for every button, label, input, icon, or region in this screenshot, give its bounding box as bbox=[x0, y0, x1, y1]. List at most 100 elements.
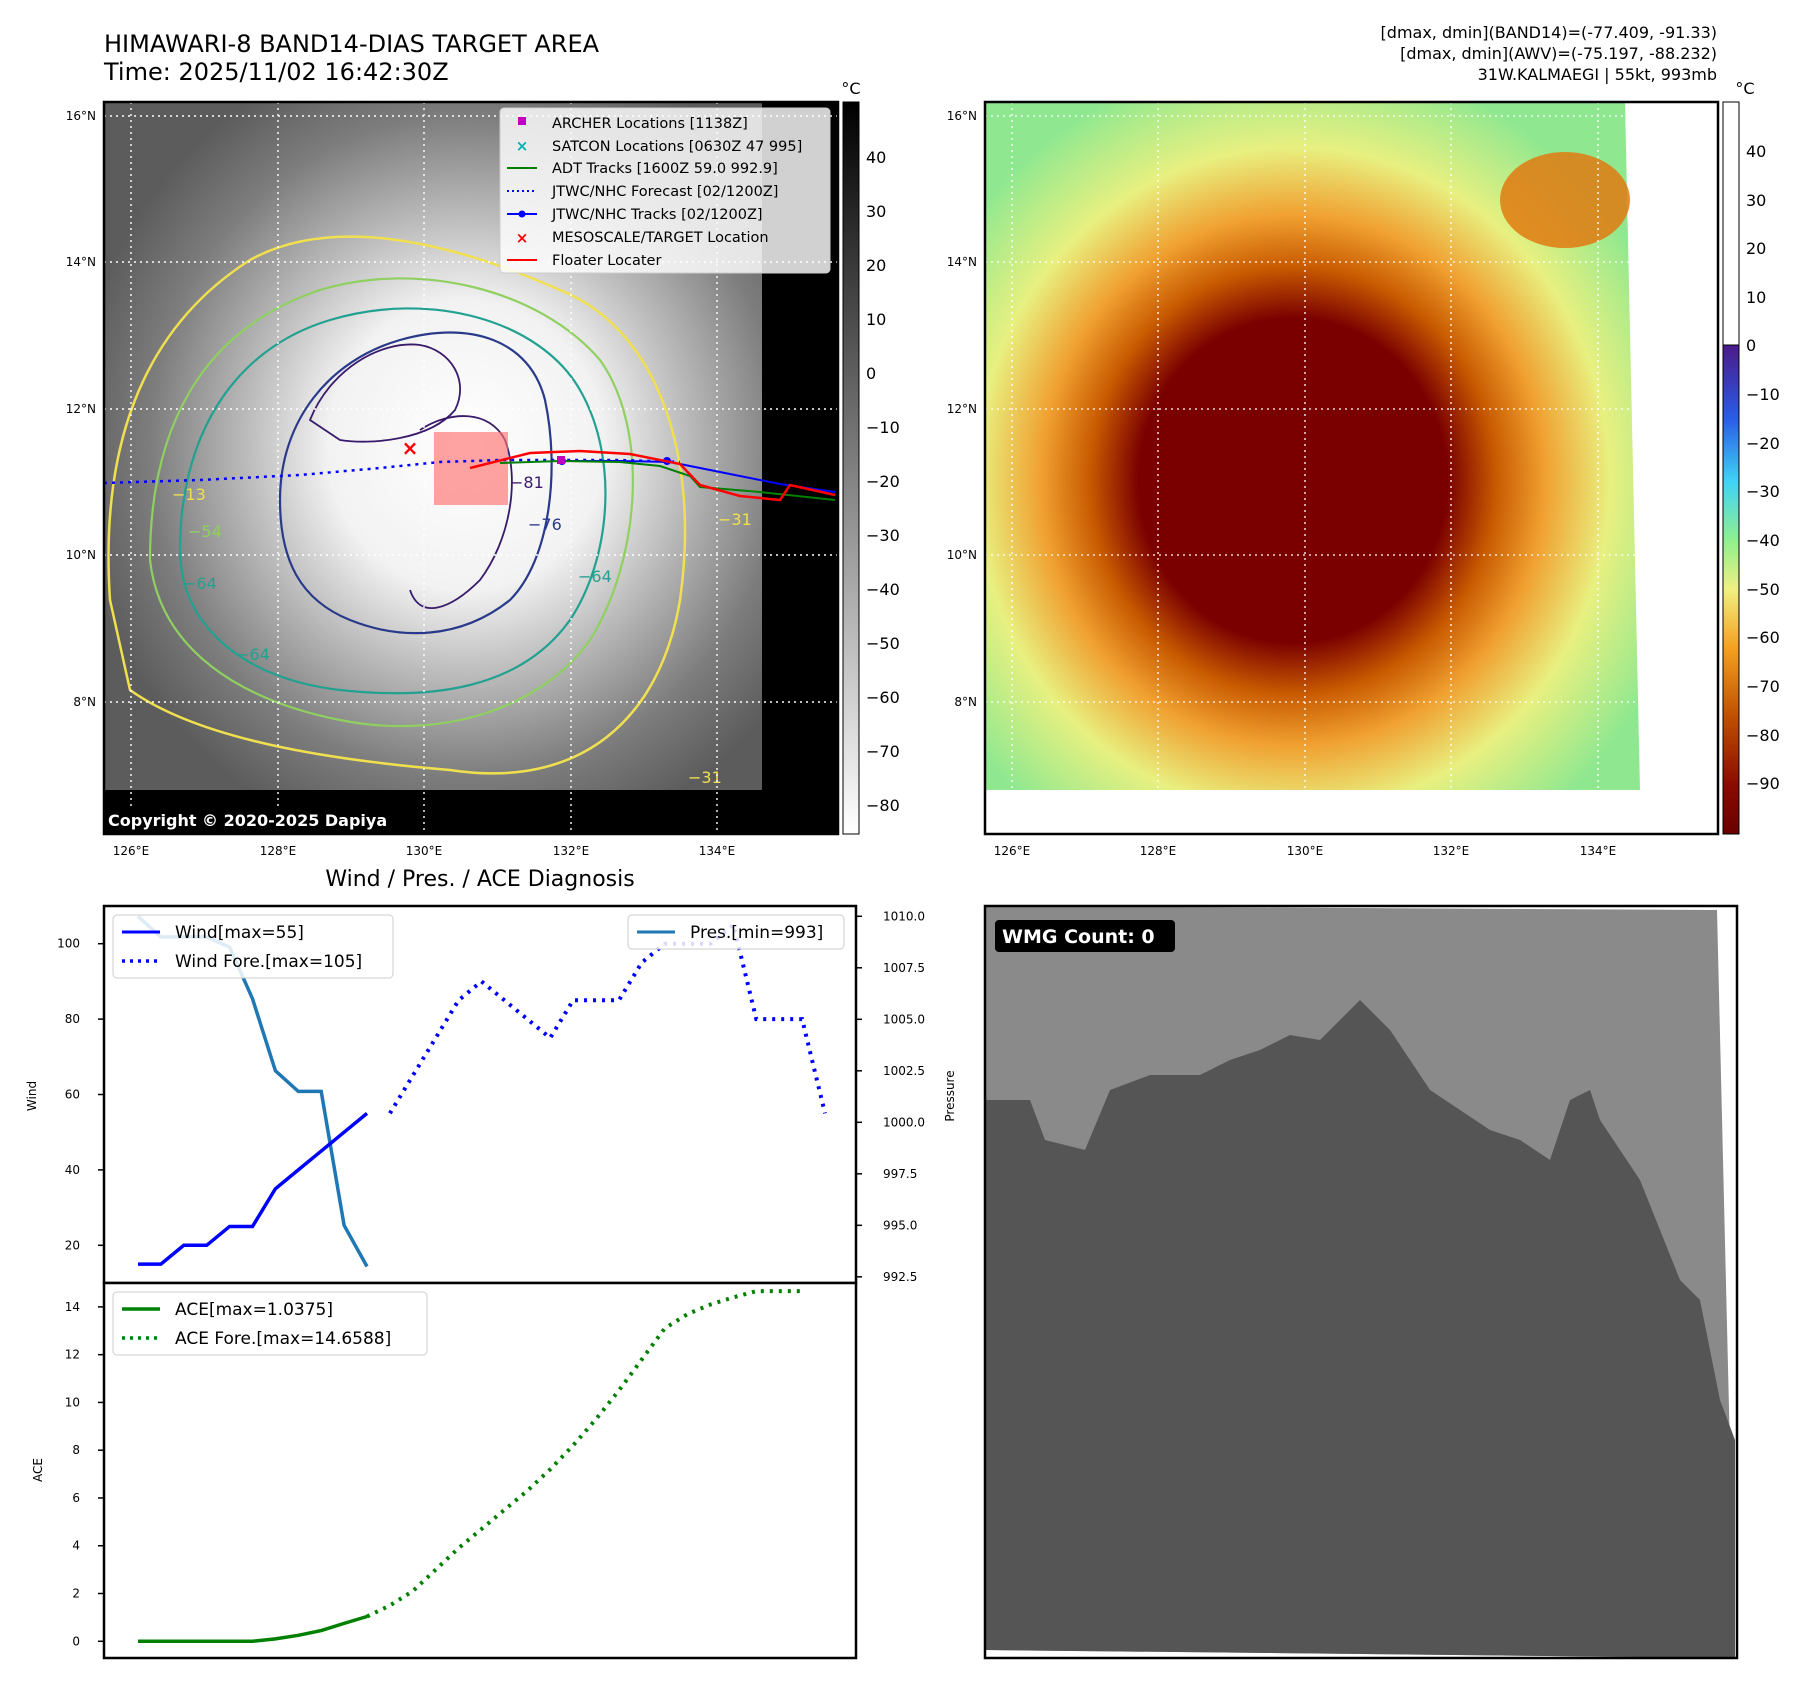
legend-marker-archer bbox=[518, 117, 526, 125]
lat-tick: 12°N bbox=[66, 402, 96, 416]
lon-tick: 132°E bbox=[1433, 844, 1470, 858]
ir-colorbar bbox=[842, 101, 860, 835]
contour-label: −31 bbox=[718, 510, 752, 529]
lon-tick: 128°E bbox=[260, 844, 297, 858]
dmax-band14: [dmax, dmin](BAND14)=(-77.409, -91.33) bbox=[1381, 23, 1717, 42]
awv-cb-tick: 20 bbox=[1746, 239, 1766, 258]
contour-label: −64 bbox=[236, 645, 270, 664]
awv-cb-tick: 10 bbox=[1746, 288, 1766, 307]
lon-tick: 128°E bbox=[1140, 844, 1177, 858]
ir-cb-tick: 0 bbox=[866, 364, 876, 383]
ir-cb-tick: −60 bbox=[866, 688, 900, 707]
wmg-dark-area bbox=[985, 1000, 1735, 1658]
awv-lon-ticks: 126°E 128°E 130°E 132°E 134°E bbox=[994, 844, 1617, 858]
awv-image bbox=[985, 102, 1640, 790]
legend-item-archer: ARCHER Locations [1138Z] bbox=[552, 116, 748, 132]
copyright-text: Copyright © 2020-2025 Dapiya bbox=[108, 811, 387, 830]
legend-item-floater: Floater Locater bbox=[552, 253, 661, 269]
ir-cb-tick: −10 bbox=[866, 418, 900, 437]
mesoscale-target-marker: × bbox=[402, 436, 419, 460]
awv-panel: °C 40 30 20 10 0 −10 −20 −30 −40 −50 −60… bbox=[947, 79, 1780, 858]
lat-tick: 14°N bbox=[947, 255, 977, 269]
legend-item-jtwc-forecast: JTWC/NHC Forecast [02/1200Z] bbox=[551, 184, 778, 200]
wind-ylabel: Wind bbox=[25, 1081, 39, 1111]
pressure-tick-label: 997.5 bbox=[883, 1167, 917, 1181]
ace-ylabel: ACE bbox=[31, 1458, 45, 1482]
contour-minus81b bbox=[409, 415, 513, 609]
legend-marker-jtwc-dot bbox=[518, 210, 526, 218]
diag-title: Wind / Pres. / ACE Diagnosis bbox=[325, 867, 634, 892]
awv-lat-ticks: 16°N 14°N 12°N 10°N 8°N bbox=[947, 109, 977, 709]
wind-line bbox=[138, 1111, 369, 1266]
contour-minus76 bbox=[278, 331, 553, 635]
pressure-tick-label: 1005.0 bbox=[883, 1012, 925, 1026]
legend-wind-fore: Wind Fore.[max=105] bbox=[175, 952, 362, 972]
ace-tick-label: 14 bbox=[65, 1300, 80, 1314]
lon-tick: 130°E bbox=[1287, 844, 1324, 858]
awv-colorbar-ticks: 40 30 20 10 0 −10 −20 −30 −40 −50 −60 −7… bbox=[1746, 142, 1780, 793]
figure-title: HIMAWARI-8 BAND14-DIAS TARGET AREA bbox=[104, 30, 600, 58]
ir-frame bbox=[102, 100, 840, 836]
ace-line bbox=[138, 1614, 368, 1644]
pressure-ticks: 1010.0 1007.5 1005.0 1002.5 1000.0 997.5 995.0… bbox=[856, 909, 925, 1284]
pressure-legend: Pres.[min=993] bbox=[627, 914, 845, 950]
ir-colorbar-unit: °C bbox=[841, 79, 860, 98]
wind-forecast-line bbox=[388, 921, 827, 1115]
lon-tick: 126°E bbox=[113, 844, 150, 858]
contour-label: −54 bbox=[188, 522, 222, 541]
awv-cb-tick: −20 bbox=[1746, 434, 1780, 453]
lon-tick: 134°E bbox=[1580, 844, 1617, 858]
awv-cb-tick: 0 bbox=[1746, 336, 1756, 355]
ace-tick-label: 4 bbox=[72, 1539, 80, 1553]
lon-tick: 132°E bbox=[553, 844, 590, 858]
wmg-frame bbox=[983, 904, 1739, 1660]
legend-item-jtwc-track: JTWC/NHC Tracks [02/1200Z] bbox=[551, 207, 763, 223]
ace-tick-label: 10 bbox=[65, 1395, 80, 1409]
adt-track bbox=[499, 459, 836, 501]
legend-marker-satcon: × bbox=[516, 137, 529, 155]
wind-tick-label: 100 bbox=[57, 937, 80, 951]
legend-item-adt: ADT Tracks [1600Z 59.0 992.9] bbox=[552, 161, 778, 177]
ir-cb-tick: −70 bbox=[866, 742, 900, 761]
legend-ace-fore: ACE Fore.[max=14.6588] bbox=[175, 1329, 391, 1349]
awv-cb-tick: −50 bbox=[1746, 580, 1780, 599]
lon-tick: 130°E bbox=[406, 844, 443, 858]
wmg-badge-bg bbox=[995, 920, 1175, 952]
awv-cb-tick: −80 bbox=[1746, 726, 1780, 745]
archer-marker bbox=[557, 456, 565, 464]
awv-feature bbox=[1500, 152, 1630, 248]
ir-cb-tick: −30 bbox=[866, 526, 900, 545]
storm-info: 31W.KALMAEGI | 55kt, 993mb bbox=[1478, 65, 1717, 84]
wind-tick-label: 60 bbox=[65, 1088, 80, 1102]
pressure-tick-label: 992.5 bbox=[883, 1270, 917, 1284]
contour-label: −13 bbox=[172, 485, 206, 504]
contour-label: −64 bbox=[578, 567, 612, 586]
wind-ticks: 100 80 60 40 20 bbox=[57, 937, 104, 1252]
wmg-count-badge: WMG Count: 0 bbox=[1002, 926, 1155, 948]
lat-tick: 14°N bbox=[66, 255, 96, 269]
awv-gridlines bbox=[985, 102, 1718, 834]
lat-tick: 8°N bbox=[73, 695, 96, 709]
ace-series bbox=[138, 1289, 803, 1644]
copyright-bg bbox=[104, 806, 422, 834]
ir-cb-tick: −50 bbox=[866, 634, 900, 653]
ace-ticks: 14 12 10 8 6 4 2 0 bbox=[65, 1300, 104, 1648]
ace-tick-label: 8 bbox=[72, 1443, 80, 1457]
contour-minus64 bbox=[178, 307, 607, 695]
contour-label: −64 bbox=[183, 574, 217, 593]
wind-tick-label: 40 bbox=[65, 1163, 80, 1177]
legend-ace: ACE[max=1.0375] bbox=[175, 1300, 333, 1320]
wind-tick-label: 80 bbox=[65, 1012, 80, 1026]
legend-wind: Wind[max=55] bbox=[175, 923, 304, 943]
contour-minus31 bbox=[107, 235, 687, 775]
ace-plot: ACE 14 12 10 8 6 4 2 0 ACE[max=1.0375] ACE Fore… bbox=[31, 1281, 858, 1660]
ir-cb-tick: 30 bbox=[866, 202, 886, 221]
lat-tick: 10°N bbox=[66, 548, 96, 562]
figure-time: Time: 2025/11/02 16:42:30Z bbox=[103, 58, 449, 86]
awv-cb-tick: 40 bbox=[1746, 142, 1766, 161]
awv-cb-tick: −70 bbox=[1746, 677, 1780, 696]
contour-minus54 bbox=[148, 277, 634, 728]
pressure-tick-label: 1010.0 bbox=[883, 909, 925, 923]
